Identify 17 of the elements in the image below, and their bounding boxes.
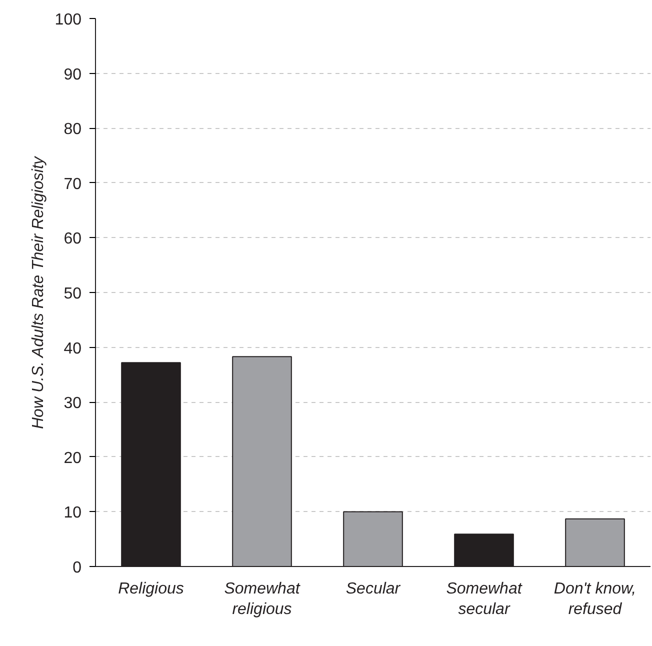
y-tick-label: 0 <box>72 560 82 576</box>
y-tick-label: 80 <box>64 121 82 138</box>
y-tick-label: 90 <box>64 66 82 84</box>
y-tick-label: 30 <box>64 395 82 412</box>
y-tick-label: 70 <box>64 176 82 193</box>
y-tick-label: 20 <box>64 450 82 467</box>
x-tick-label: Religious <box>118 580 184 598</box>
y-tick-label: 40 <box>64 340 82 358</box>
y-tick-label: 50 <box>64 286 82 302</box>
y-tick-label: 10 <box>64 504 82 522</box>
y-tick-label: 60 <box>64 230 82 248</box>
x-tick-label: Somewhat religious <box>224 580 300 618</box>
x-tick-label: Don't know, refused <box>554 580 636 618</box>
y-tick-label: 100 <box>54 12 82 28</box>
y-axis-title: How U.S. Adults Rate Their Religiosity <box>30 156 47 429</box>
x-tick-label: Somewhat secular <box>446 580 522 618</box>
x-tick-label: Secular <box>346 580 401 598</box>
